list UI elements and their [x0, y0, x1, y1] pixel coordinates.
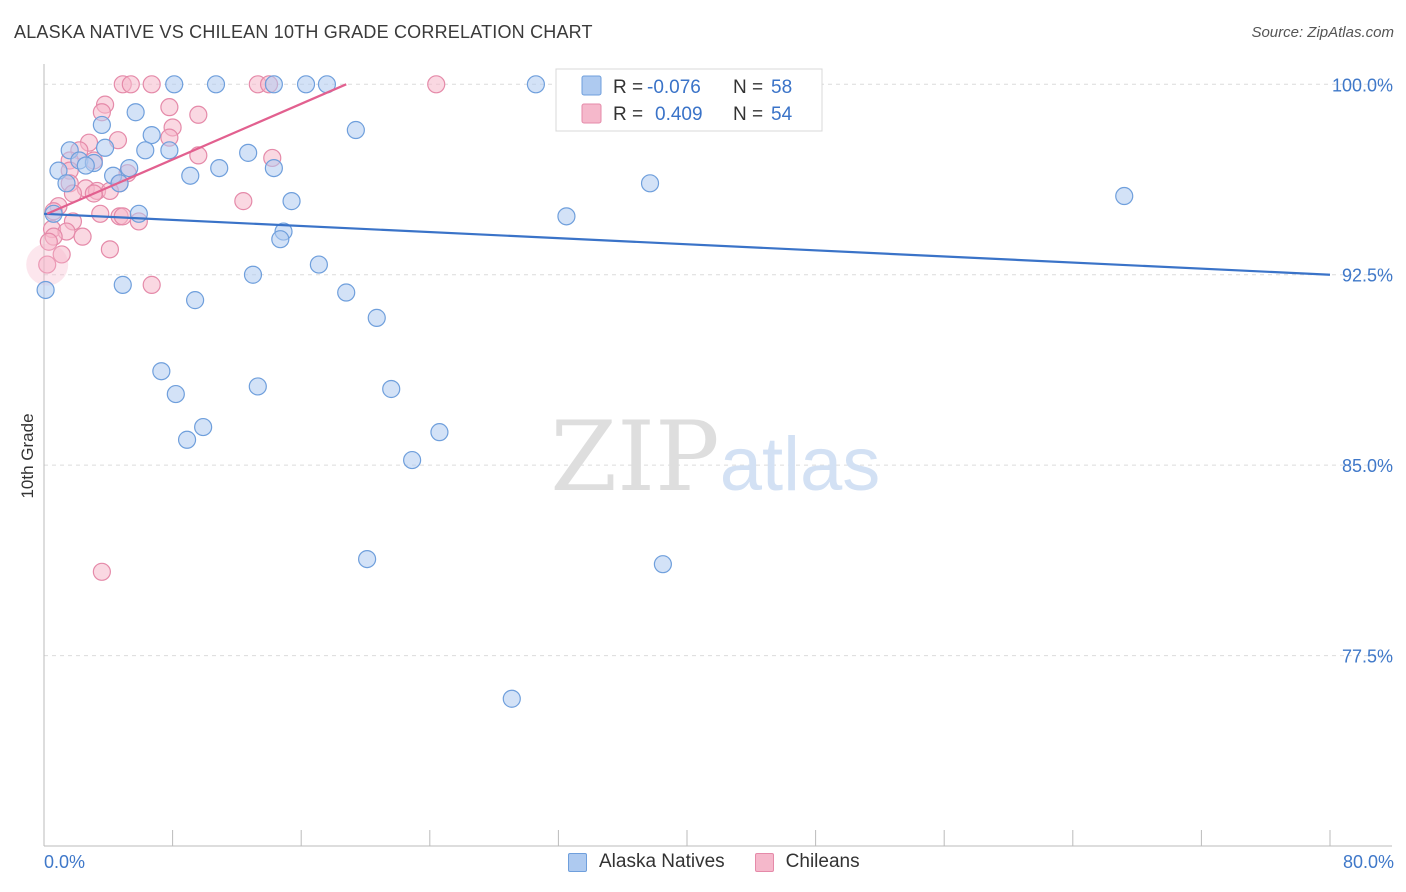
legend-n-value-chileans: 54 [771, 104, 793, 125]
bottom-legend: Alaska Natives Chileans [568, 851, 890, 873]
alaska-native-point-45 [248, 377, 267, 396]
x-axis-min-label: 0.0% [44, 852, 86, 872]
bottom-legend-alaska: Alaska Natives [568, 851, 725, 873]
chilean-cluster-bubble [26, 243, 69, 286]
legend-r-label-chileans: R = [613, 104, 643, 125]
alaska-native-point-39 [113, 275, 132, 294]
legend-swatch-alaska [581, 75, 602, 96]
alaska-native-point-52 [653, 555, 672, 574]
bottom-legend-swatch-alaska [568, 852, 587, 872]
alaska-native-point-0 [165, 75, 184, 94]
alaska-native-point-15 [160, 141, 179, 160]
alaska-native-point-48 [177, 430, 197, 449]
y-tick-label-3: 77.5% [1342, 647, 1393, 667]
bottom-legend-label-chileans: Chileans [785, 851, 860, 872]
watermark-zip: ZIP [550, 401, 719, 513]
alaska-native-point-8 [126, 103, 145, 122]
alaska-native-point-32 [129, 204, 148, 223]
alaska-native-point-41 [186, 291, 205, 310]
alaska-native-point-46 [382, 379, 401, 399]
alaska-native-point-42 [367, 308, 386, 327]
watermark: ZIP atlas [550, 401, 880, 513]
trend-lines [43, 83, 1331, 276]
alaska-native-point-50 [403, 450, 422, 470]
legend-r-value-alaska: -0.076 [647, 77, 701, 98]
legend-box: R = -0.076 N = 58 R = 0.409 N = 54 [555, 68, 823, 132]
chilean-point-28 [234, 192, 253, 211]
source-label: Source: ZipAtlas.com [1251, 24, 1394, 41]
chilean-point-44 [142, 275, 161, 294]
legend-n-label-chileans: N = [733, 104, 763, 125]
legend-n-label-alaska: N = [733, 77, 763, 98]
gridlines [44, 83, 1392, 657]
alaska-native-point-11 [346, 120, 365, 140]
axes [43, 64, 1392, 847]
alaska-native-point-49 [430, 423, 449, 442]
chilean-point-5 [427, 75, 446, 94]
alaska-native-point-9 [92, 115, 111, 135]
alaska-native-point-28 [640, 174, 660, 193]
legend-swatch-chileans [581, 103, 602, 124]
alaska-native-point-38 [36, 280, 55, 300]
alaska-native-point-2 [264, 75, 283, 94]
legend-r-label-alaska: R = [613, 77, 643, 98]
alaska-native-point-40 [337, 283, 356, 302]
y-tick-label-1: 92.5% [1342, 266, 1393, 286]
chilean-point-2 [142, 75, 161, 94]
alaska-native-point-22 [264, 158, 283, 178]
alaska-native-point-35 [271, 230, 290, 249]
alaska-native-point-20 [120, 158, 139, 178]
legend-n-value-alaska: 58 [771, 77, 792, 98]
alaska-natives-points [36, 75, 1134, 708]
alaska-native-point-30 [1115, 186, 1134, 206]
alaska-native-point-26 [57, 174, 76, 193]
watermark-atlas: atlas [720, 422, 881, 507]
chileans-trend-line [46, 83, 347, 215]
bottom-legend-swatch-chileans [754, 852, 774, 872]
chilean-point-8 [189, 105, 208, 124]
bottom-legend-label-alaska: Alaska Natives [599, 851, 725, 872]
y-tick-label-2: 85.0% [1342, 456, 1393, 476]
chilean-point-1 [121, 75, 140, 94]
chilean-point-31 [91, 204, 110, 223]
alaska-native-point-44 [166, 384, 185, 404]
alaska-native-point-36 [309, 255, 328, 274]
alaska-native-point-16 [239, 143, 258, 162]
alaska-native-point-47 [194, 417, 213, 437]
chilean-point-39 [73, 227, 92, 246]
x-axis-max-label: 80.0% [1342, 852, 1394, 872]
y-tick-label-0: 100.0% [1332, 75, 1393, 95]
alaska-native-point-21 [210, 158, 229, 178]
alaska-native-point-19 [76, 156, 95, 175]
chilean-point-7 [160, 98, 179, 117]
alaska-native-point-25 [181, 166, 200, 185]
y-tick-labels: 100.0% 92.5% 85.0% 77.5% [1332, 75, 1393, 666]
alaska-native-point-33 [557, 207, 576, 226]
alaska-native-point-1 [206, 75, 226, 94]
chilean-point-40 [39, 232, 58, 251]
legend-r-value-chileans: 0.409 [655, 104, 703, 125]
bottom-legend-chileans: Chileans [754, 851, 860, 873]
chilean-point-45 [92, 562, 111, 581]
chilean-point-43 [38, 255, 57, 274]
chilean-point-41 [100, 240, 120, 259]
alaska-native-point-51 [358, 549, 377, 569]
chileans-points [26, 75, 446, 581]
alaska-native-point-14 [136, 141, 155, 160]
alaska-native-point-13 [95, 138, 115, 157]
alaska-native-point-5 [526, 75, 545, 94]
alaska-native-point-10 [142, 125, 161, 145]
alaska-native-point-53 [502, 689, 521, 708]
alaska-native-point-3 [296, 75, 316, 94]
alaska-natives-trend-line [43, 212, 1331, 276]
alaska-native-point-37 [243, 265, 263, 284]
chilean-point-42 [52, 245, 71, 264]
alaska-native-point-29 [282, 192, 301, 211]
chart-title: ALASKA NATIVE VS CHILEAN 10TH GRADE CORR… [14, 22, 593, 42]
alaska-native-point-43 [152, 362, 171, 381]
